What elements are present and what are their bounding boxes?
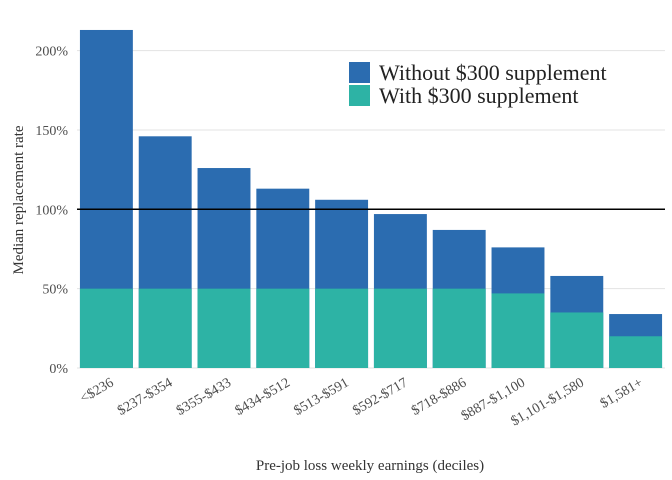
bar-with-supplement: [609, 336, 663, 368]
bar-with-supplement: [373, 288, 427, 368]
y-tick-label: 100%: [35, 203, 68, 218]
bar-with-supplement: [432, 288, 486, 368]
x-axis-ticks: <$236$237-$354$355-$433$434-$512$513-$59…: [78, 375, 646, 429]
bar-with-supplement: [79, 288, 133, 368]
x-tick-label: $355-$433: [174, 375, 234, 418]
bar-with-supplement: [256, 288, 310, 368]
y-tick-label: 50%: [42, 283, 68, 298]
y-axis-title: Median replacement rate: [11, 125, 27, 274]
x-tick-label: <$236: [78, 375, 117, 406]
legend-swatch: [349, 62, 370, 83]
legend-background: [340, 52, 635, 114]
x-tick-label: $434-$512: [233, 375, 293, 418]
bar-with-supplement: [138, 288, 192, 368]
bar-with-supplement: [491, 293, 545, 368]
y-axis-ticks: 0% 50% 100% 150% 200%: [35, 45, 68, 377]
y-tick-label: 200%: [35, 45, 68, 60]
legend-swatch: [349, 85, 370, 106]
x-tick-label: $592-$717: [350, 375, 410, 418]
y-tick-label: 0%: [49, 362, 68, 377]
legend-label: With $300 supplement: [379, 83, 579, 108]
x-tick-label: $237-$354: [115, 375, 175, 418]
y-tick-label: 150%: [35, 124, 68, 139]
bar-with-supplement: [197, 288, 251, 368]
bars: [79, 29, 663, 369]
x-axis-title: Pre-job loss weekly earnings (deciles): [256, 458, 484, 474]
bar-with-supplement: [315, 288, 369, 368]
x-tick-label: $513-$591: [292, 375, 352, 418]
bar-with-supplement: [550, 312, 604, 368]
legend-label: Without $300 supplement: [379, 60, 607, 85]
x-tick-label: $1,581+: [598, 375, 646, 411]
